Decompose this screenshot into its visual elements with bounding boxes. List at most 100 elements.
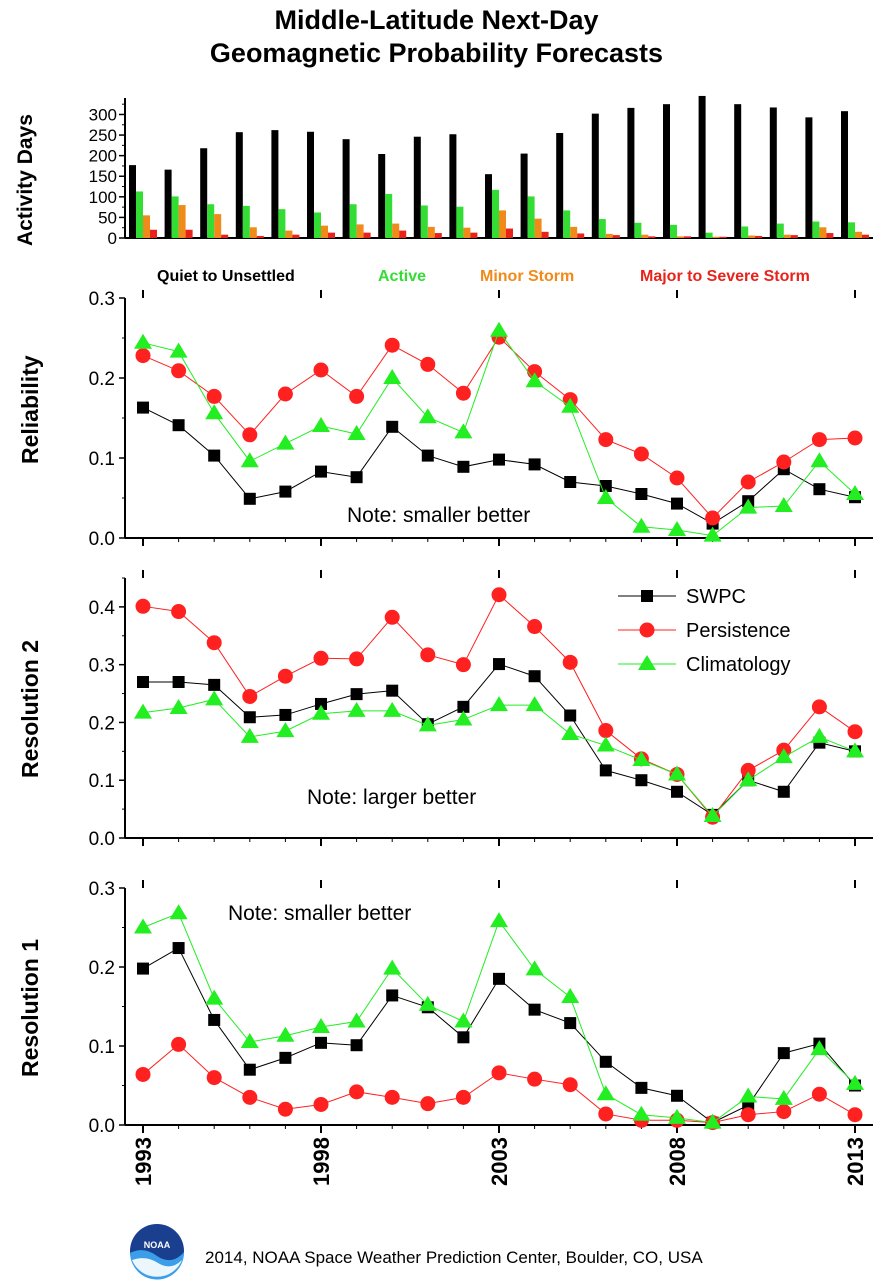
reliability-climatology-point	[383, 369, 402, 384]
resolution1-annotation: Note: smaller better	[228, 902, 411, 925]
legend-label: Persistence	[686, 620, 791, 642]
activity-bar	[556, 133, 564, 238]
resolution1-swpc-point	[279, 1051, 292, 1064]
activity-bar	[598, 219, 606, 238]
reliability-persistence-point	[171, 363, 187, 379]
resolution2-swpc-point	[172, 676, 185, 688]
resolution2-persistence-point	[242, 688, 258, 704]
resolution1-climatology-point	[454, 1012, 473, 1028]
resolution2-persistence-point	[420, 647, 436, 663]
resolution1-y-tick-label: 0.0	[89, 1116, 115, 1137]
resolution1-swpc-point	[671, 1089, 683, 1102]
reliability-climatology-point	[810, 452, 829, 468]
resolution2-y-tick-label: 0.4	[89, 598, 116, 619]
resolution1-persistence-point	[206, 1070, 222, 1086]
resolution2-climatology-point	[668, 765, 686, 781]
reliability-climatology-point	[739, 498, 758, 514]
resolution2-persistence-point	[491, 587, 507, 603]
resolution1-swpc-point	[137, 962, 149, 975]
resolution2-climatology-point	[810, 727, 829, 743]
activity-bar	[363, 232, 371, 238]
reliability-swpc-point	[671, 497, 683, 510]
activity-bar	[349, 204, 357, 238]
resolution1-swpc-point	[777, 1047, 790, 1060]
reliability-climatology-point	[703, 526, 722, 542]
activity-bar	[392, 223, 400, 238]
activity-bar	[677, 236, 684, 238]
activity-y-tick-label: 0	[108, 229, 117, 248]
resolution1-swpc-point	[208, 1013, 221, 1026]
resolution2-swpc-point	[315, 697, 327, 710]
resolution2-annotation: Note: larger better	[307, 786, 476, 809]
reliability-persistence-point	[633, 446, 649, 462]
resolution1-climatology-point	[347, 1012, 366, 1028]
activity-bar	[356, 224, 364, 238]
activity-bar	[805, 117, 813, 238]
resolution1-climatology-point	[596, 1085, 615, 1101]
resolution2-climatology-point	[561, 725, 580, 740]
resolution2-persistence-point	[313, 650, 329, 666]
activity-bar	[235, 132, 243, 238]
resolution2-climatology-point	[490, 696, 508, 712]
activity-bar	[314, 212, 321, 238]
activity-bar	[841, 111, 848, 238]
x-tick-label: 2013	[843, 1137, 868, 1186]
reliability-persistence-point	[420, 356, 436, 372]
reliability-swpc-point	[564, 476, 577, 488]
resolution2-persistence-point	[349, 651, 365, 667]
noaa-logo: NOAA	[128, 1222, 186, 1285]
resolution2-swpc-point	[777, 785, 790, 798]
activity-bar	[200, 148, 208, 238]
resolution1-swpc-point	[315, 1036, 327, 1049]
activity-bar	[862, 234, 869, 238]
activity-bar	[577, 233, 585, 238]
activity-bar	[520, 153, 528, 238]
activity-bar	[470, 232, 478, 238]
resolution1-persistence-point	[277, 1101, 293, 1117]
resolution2-climatology-point	[632, 751, 651, 766]
reliability-y-tick-label: 0.3	[89, 289, 115, 310]
reliability-line-chart: 0.0 0.1 0.2 0.3 Reliability Note: smaller bet…	[17, 289, 873, 550]
resolution2-climatology-point	[205, 690, 224, 706]
resolution2-climatology-point	[134, 703, 152, 719]
activity-legend-item: Major to Severe Storm	[640, 268, 810, 285]
activity-legend-item: Minor Storm	[480, 268, 574, 285]
resolution2-line-chart: 0.0 0.1 0.2 0.3 0.4 Resolution 2 Note: larger …	[17, 570, 873, 850]
resolution1-climatology-point	[632, 1105, 651, 1121]
title-line-1: Middle-Latitude Next-Day	[274, 5, 599, 35]
activity-bar	[812, 221, 820, 238]
reliability-climatology-point	[632, 517, 651, 533]
resolution2-climatology-point	[276, 722, 295, 738]
reliability-persistence-point	[669, 470, 685, 486]
activity-bar	[570, 226, 578, 238]
resolution2-persistence-point	[847, 724, 863, 740]
activity-bar	[648, 236, 656, 238]
reliability-climatology-point	[490, 321, 508, 337]
resolution1-swpc-point	[172, 942, 185, 955]
reliability-climatology-point	[347, 425, 366, 440]
resolution1-climatology-point	[846, 1074, 864, 1090]
resolution2-swpc-point	[350, 688, 363, 701]
activity-bar	[734, 104, 742, 238]
reliability-swpc-point	[528, 458, 541, 471]
resolution1-climatology-point	[240, 1033, 259, 1049]
activity-bar	[129, 165, 136, 238]
resolution2-persistence-point	[562, 654, 578, 670]
resolution2-swpc-point	[528, 670, 541, 683]
reliability-climatology-point	[276, 434, 295, 450]
resolution1-persistence-point	[384, 1089, 400, 1105]
resolution2-climatology-point	[454, 710, 473, 726]
reliability-persistence-point	[811, 432, 827, 448]
activity-bar	[413, 136, 421, 238]
activity-bar	[748, 235, 756, 238]
reliability-climatology-point	[134, 333, 152, 349]
activity-bar	[819, 227, 827, 238]
resolution2-swpc-point	[243, 711, 256, 724]
reliability-persistence-point	[313, 362, 329, 378]
legend-circle-marker	[639, 622, 655, 638]
resolution2-y-tick-label: 0.3	[89, 656, 115, 677]
resolution1-persistence-point	[420, 1096, 436, 1112]
resolution1-persistence-point	[776, 1104, 792, 1120]
activity-bar	[698, 95, 706, 238]
resolution2-persistence-point	[598, 723, 614, 739]
